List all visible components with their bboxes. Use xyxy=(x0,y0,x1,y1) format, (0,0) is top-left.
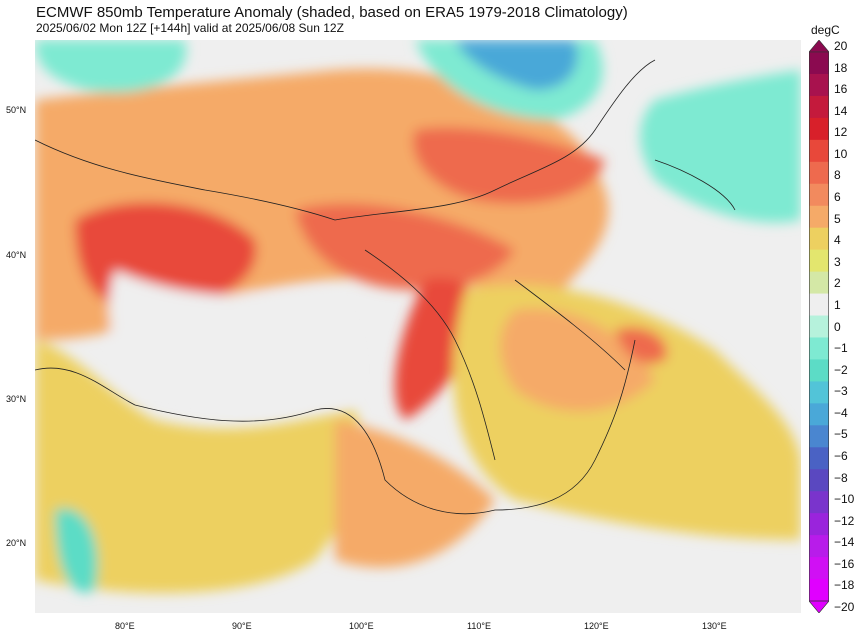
colorbar-bin xyxy=(809,271,829,295)
lon-label-100: 100°E xyxy=(349,621,374,631)
colorbar-bin xyxy=(809,139,829,163)
colorbar-bin xyxy=(809,73,829,97)
colorbar-label: −2 xyxy=(834,362,848,377)
colorbar-bin xyxy=(809,293,829,317)
colorbar-label: 10 xyxy=(834,146,848,161)
northeast-cool-area xyxy=(640,70,801,223)
anomaly-field xyxy=(35,40,801,594)
colorbar-bin xyxy=(809,535,829,558)
colorbar-unit: degC xyxy=(811,23,840,37)
map-title: ECMWF 850mb Temperature Anomaly (shaded,… xyxy=(36,4,628,21)
colorbar-label: 16 xyxy=(834,82,848,97)
lat-label-30: 30°N xyxy=(6,394,27,404)
colorbar-bin xyxy=(809,117,829,141)
colorbar-bin xyxy=(809,513,829,536)
northwest-cool-area xyxy=(35,40,187,93)
colorbar-label: −5 xyxy=(834,427,848,442)
colorbar-bin xyxy=(809,403,829,426)
colorbar-bin xyxy=(809,337,829,360)
lon-label-110: 110°E xyxy=(467,621,491,631)
colorbar-label: −6 xyxy=(834,448,848,463)
colorbar-label: −10 xyxy=(834,492,855,507)
colorbar-bin xyxy=(809,425,829,448)
colorbar-bin xyxy=(809,249,829,273)
colorbar-label: 5 xyxy=(834,211,841,226)
country-borders xyxy=(35,59,736,515)
colorbar-bin xyxy=(809,205,829,229)
colorbar-bin xyxy=(809,557,829,580)
siberia-cold-core xyxy=(455,40,578,90)
colorbar-label: 6 xyxy=(834,190,841,205)
lat-label-20: 20°N xyxy=(6,538,27,548)
colorbar-bin xyxy=(809,95,829,119)
colorbar-bin xyxy=(809,381,829,404)
colorbar-label: 0 xyxy=(834,319,841,334)
east-china-warm-area xyxy=(453,284,801,540)
lon-label-80: 80°E xyxy=(115,621,135,631)
colorbar-bin xyxy=(809,315,829,338)
central-east-warm-area xyxy=(500,308,655,412)
colorbar-bin xyxy=(809,359,829,382)
colorbar-label: −18 xyxy=(834,578,855,593)
south-asia-warm-area xyxy=(35,340,363,594)
colorbar-label: −1 xyxy=(834,341,848,356)
colorbar-label: 2 xyxy=(834,276,841,291)
colorbar-label: 14 xyxy=(834,103,848,118)
map-subtitle: 2025/06/02 Mon 12Z [+144h] valid at 2025… xyxy=(36,21,344,35)
colorbar-bin xyxy=(809,491,829,514)
mongolia-hot-area xyxy=(295,203,515,290)
colorbar-label: −4 xyxy=(834,405,848,420)
lon-label-90: 90°E xyxy=(232,621,252,631)
colorbar-label: −16 xyxy=(834,556,855,571)
southwest-warm-area xyxy=(335,420,495,568)
colorbar-label: 20 xyxy=(834,39,848,53)
colorbar xyxy=(809,40,829,613)
colorbar-bin xyxy=(809,579,829,602)
lat-label-40: 40°N xyxy=(6,250,27,260)
colorbar-label: −3 xyxy=(834,384,848,399)
lon-label-120: 120°E xyxy=(584,621,609,631)
colorbar-label: 8 xyxy=(834,168,841,183)
anomaly-map xyxy=(35,40,801,613)
colorbar-bin xyxy=(809,447,829,470)
lat-label-50: 50°N xyxy=(6,105,27,115)
colorbar-min-arrow xyxy=(809,600,829,613)
colorbar-label: −12 xyxy=(834,513,855,528)
colorbar-label: −14 xyxy=(834,535,855,550)
colorbar-bin xyxy=(809,52,829,75)
colorbar-bin xyxy=(809,183,829,207)
colorbar-bin xyxy=(809,161,829,185)
india-cool-spot xyxy=(55,508,98,593)
colorbar-frame xyxy=(809,51,829,602)
colorbar-bin xyxy=(809,227,829,251)
colorbar-max-arrow xyxy=(809,40,829,53)
yellow-sea-hot-spot xyxy=(615,327,667,364)
colorbar-bin xyxy=(809,469,829,492)
lon-label-130: 130°E xyxy=(702,621,727,631)
colorbar-label: 12 xyxy=(834,125,848,140)
colorbar-label: 3 xyxy=(834,254,841,269)
colorbar-label: 4 xyxy=(834,233,841,248)
colorbar-label: −8 xyxy=(834,470,848,485)
northeast-warm-area xyxy=(413,127,605,204)
colorbar-label: 1 xyxy=(834,297,841,312)
tibet-neutral-area xyxy=(109,270,356,404)
colorbar-label: −20 xyxy=(834,600,855,614)
colorbar-label: 18 xyxy=(834,60,848,75)
